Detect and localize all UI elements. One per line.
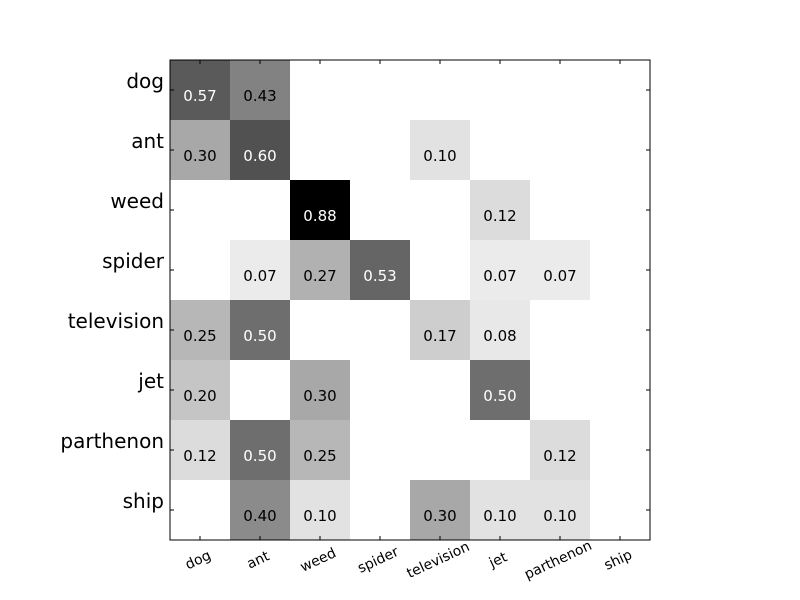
y-tick-label-television: television	[68, 309, 164, 333]
y-tick-label-dog: dog	[126, 69, 164, 93]
heatmap-cell-spider-weed	[290, 240, 350, 300]
cell-value-label-weed-jet: 0.12	[483, 207, 516, 225]
cell-value-label-jet-jet: 0.50	[483, 387, 516, 405]
cell-value-label-spider-ant: 0.07	[243, 267, 276, 285]
heatmap-cell-television-jet	[470, 300, 530, 360]
x-axis-labels: dog ant weed spider television jet parthenon sh…	[183, 538, 635, 583]
heatmap-cell-ship-ant	[230, 480, 290, 540]
x-tick-label-weed: weed	[298, 545, 339, 575]
cell-value-label-parthenon-ant: 0.50	[243, 447, 276, 465]
cell-value-label-ant-dog: 0.30	[183, 147, 216, 165]
cell-value-label-spider-jet: 0.07	[483, 267, 516, 285]
heatmap-cell-television-dog	[170, 300, 230, 360]
cell-value-label-dog-ant: 0.43	[243, 87, 276, 105]
heatmap-cell-spider-parthenon	[530, 240, 590, 300]
x-tick-label-dog: dog	[183, 548, 214, 574]
heatmap-cell-parthenon-ant	[230, 420, 290, 480]
cell-value-label-ant-ant: 0.60	[243, 147, 276, 165]
cell-value-label-parthenon-parthenon: 0.12	[543, 447, 576, 465]
heatmap-cell-ship-parthenon	[530, 480, 590, 540]
heatmap-cell-jet-dog	[170, 360, 230, 420]
y-axis-labels: dog ant weed spider television jet parthenon sh…	[60, 69, 164, 513]
cell-value-label-television-dog: 0.25	[183, 327, 216, 345]
y-tick-label-ant: ant	[131, 129, 164, 153]
x-tick-label-ship: ship	[602, 547, 635, 574]
heatmap-cell-jet-jet	[470, 360, 530, 420]
cell-value-label-ship-television: 0.30	[423, 507, 456, 525]
cell-value-label-television-television: 0.17	[423, 327, 456, 345]
cell-value-label-weed-weed: 0.88	[303, 207, 336, 225]
x-tick-label-ant: ant	[245, 548, 273, 572]
x-tick-label-parthenon: parthenon	[522, 538, 594, 583]
x-tick-label-television: television	[404, 539, 472, 582]
cell-value-label-ship-weed: 0.10	[303, 507, 336, 525]
heatmap-cell-spider-ant	[230, 240, 290, 300]
cell-value-label-jet-weed: 0.30	[303, 387, 336, 405]
y-tick-label-weed: weed	[110, 189, 164, 213]
x-tick-label-spider: spider	[355, 544, 401, 577]
x-tick-label-jet: jet	[486, 549, 510, 572]
cell-value-label-ant-television: 0.10	[423, 147, 456, 165]
heatmap-cell-ship-weed	[290, 480, 350, 540]
heatmap-cell-parthenon-dog	[170, 420, 230, 480]
cell-value-label-parthenon-weed: 0.25	[303, 447, 336, 465]
y-tick-label-spider: spider	[102, 249, 165, 273]
cell-value-label-ship-jet: 0.10	[483, 507, 516, 525]
heatmap-cell-spider-jet	[470, 240, 530, 300]
heatmap-cell-dog-ant	[230, 60, 290, 120]
cells-layer: 0.57 0.43 0.30 0.60 0.10 0.88 0.12 0.07 0.27 0.53…	[170, 60, 590, 540]
plot-frame	[169, 59, 651, 541]
ticks-layer	[170, 60, 650, 540]
heatmap-cell-ship-television	[410, 480, 470, 540]
heatmap-cell-ship-jet	[470, 480, 530, 540]
cell-value-label-spider-weed: 0.27	[303, 267, 336, 285]
cell-value-label-television-jet: 0.08	[483, 327, 516, 345]
heatmap-cell-weed-jet	[470, 180, 530, 240]
heatmap-cell-dog-dog	[170, 60, 230, 120]
heatmap-cell-parthenon-parthenon	[530, 420, 590, 480]
heatmap-cell-television-television	[410, 300, 470, 360]
heatmap-cell-ant-television	[410, 120, 470, 180]
cell-value-label-jet-dog: 0.20	[183, 387, 216, 405]
heatmap-cell-weed-weed	[290, 180, 350, 240]
heatmap-cell-television-ant	[230, 300, 290, 360]
heatmap-cell-parthenon-weed	[290, 420, 350, 480]
y-tick-label-jet: jet	[137, 369, 164, 393]
heatmap-cell-ant-dog	[170, 120, 230, 180]
heatmap-cell-jet-weed	[290, 360, 350, 420]
heatmap-cell-ant-ant	[230, 120, 290, 180]
heatmap-cell-spider-spider	[350, 240, 410, 300]
y-tick-label-ship: ship	[123, 489, 164, 513]
cell-value-label-dog-dog: 0.57	[183, 87, 216, 105]
cell-value-label-ship-ant: 0.40	[243, 507, 276, 525]
cell-value-label-spider-spider: 0.53	[363, 267, 396, 285]
cell-value-label-ship-parthenon: 0.10	[543, 507, 576, 525]
cell-value-label-spider-parthenon: 0.07	[543, 267, 576, 285]
cell-value-label-parthenon-dog: 0.12	[183, 447, 216, 465]
y-tick-label-parthenon: parthenon	[60, 429, 164, 453]
cell-value-label-television-ant: 0.50	[243, 327, 276, 345]
